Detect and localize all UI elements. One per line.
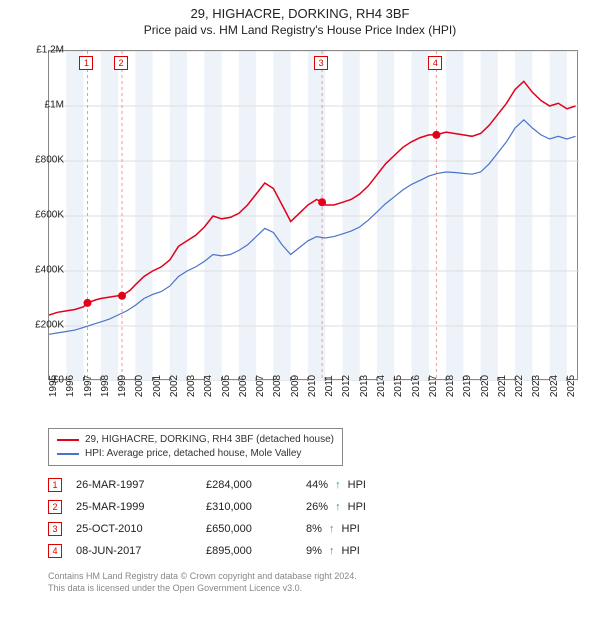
- up-arrow-icon: ↑: [335, 501, 341, 513]
- x-axis-tick-label: 1996: [65, 375, 76, 397]
- x-axis-tick-label: 2003: [186, 375, 197, 397]
- x-axis-tick-label: 2002: [169, 375, 180, 397]
- event-price: £650,000: [206, 523, 306, 535]
- event-date: 26-MAR-1997: [76, 479, 206, 491]
- x-axis-tick-label: 2015: [393, 375, 404, 397]
- x-axis-tick-label: 2017: [428, 375, 439, 397]
- event-date: 08-JUN-2017: [76, 545, 206, 557]
- y-axis-tick-label: £1.2M: [20, 45, 64, 56]
- x-axis-tick-label: 2005: [221, 375, 232, 397]
- event-marker: 3: [48, 522, 62, 536]
- up-arrow-icon: ↑: [329, 545, 335, 557]
- event-date: 25-MAR-1999: [76, 501, 206, 513]
- x-axis-tick-label: 2007: [255, 375, 266, 397]
- legend-swatch: [57, 453, 79, 455]
- event-tag: HPI: [348, 501, 366, 513]
- y-axis-tick-label: £1M: [20, 100, 64, 111]
- event-row: 2 25-MAR-1999£310,00026% ↑ HPI: [48, 496, 386, 518]
- x-axis-tick-label: 2024: [549, 375, 560, 397]
- x-axis-tick-label: 2009: [290, 375, 301, 397]
- x-axis-tick-label: 2001: [152, 375, 163, 397]
- footer-line1: Contains HM Land Registry data © Crown c…: [48, 570, 357, 582]
- x-axis-tick-label: 2010: [307, 375, 318, 397]
- y-axis-tick-label: £800K: [20, 155, 64, 166]
- x-axis-tick-label: 2011: [324, 375, 335, 397]
- chart-event-marker: 2: [114, 56, 128, 70]
- event-marker: 4: [48, 544, 62, 558]
- legend-item: HPI: Average price, detached house, Mole…: [57, 447, 334, 461]
- event-tag: HPI: [342, 523, 360, 535]
- up-arrow-icon: ↑: [335, 479, 341, 491]
- event-pct: 26% ↑ HPI: [306, 501, 386, 513]
- x-axis-tick-label: 2004: [203, 375, 214, 397]
- chart-title-block: 29, HIGHACRE, DORKING, RH4 3BF Price pai…: [0, 0, 600, 39]
- x-axis-tick-label: 2021: [497, 375, 508, 397]
- x-axis-tick-label: 2014: [376, 375, 387, 397]
- x-axis-tick-label: 2019: [462, 375, 473, 397]
- x-axis-tick-label: 2023: [531, 375, 542, 397]
- chart-event-marker: 4: [428, 56, 442, 70]
- footer-line2: This data is licensed under the Open Gov…: [48, 582, 357, 594]
- event-row: 4 08-JUN-2017£895,0009% ↑ HPI: [48, 540, 386, 562]
- event-price: £310,000: [206, 501, 306, 513]
- legend-swatch: [57, 439, 79, 441]
- event-row: 3 25-OCT-2010£650,0008% ↑ HPI: [48, 518, 386, 540]
- event-pct: 44% ↑ HPI: [306, 479, 386, 491]
- x-axis-tick-label: 1997: [83, 375, 94, 397]
- event-date: 25-OCT-2010: [76, 523, 206, 535]
- events-table: 1 26-MAR-1997£284,00044% ↑ HPI 2 25-MAR-199…: [48, 474, 386, 562]
- x-axis-tick-label: 1999: [117, 375, 128, 397]
- x-axis-tick-label: 2018: [445, 375, 456, 397]
- x-axis-tick-label: 2012: [341, 375, 352, 397]
- up-arrow-icon: ↑: [329, 523, 335, 535]
- y-axis-tick-label: £600K: [20, 210, 64, 221]
- x-axis-tick-label: 2020: [480, 375, 491, 397]
- chart-plot-area: [48, 50, 578, 380]
- footer-attribution: Contains HM Land Registry data © Crown c…: [48, 570, 357, 594]
- chart-event-marker: 1: [79, 56, 93, 70]
- x-axis-tick-label: 1998: [100, 375, 111, 397]
- x-axis-tick-label: 2022: [514, 375, 525, 397]
- x-axis-tick-label: 1995: [48, 375, 59, 397]
- event-price: £284,000: [206, 479, 306, 491]
- event-tag: HPI: [348, 479, 366, 491]
- event-marker: 1: [48, 478, 62, 492]
- y-axis-tick-label: £400K: [20, 265, 64, 276]
- chart-title-main: 29, HIGHACRE, DORKING, RH4 3BF: [0, 6, 600, 21]
- event-tag: HPI: [342, 545, 360, 557]
- x-axis-tick-label: 2025: [566, 375, 577, 397]
- legend-label: 29, HIGHACRE, DORKING, RH4 3BF (detached…: [85, 433, 334, 447]
- event-pct: 8% ↑ HPI: [306, 523, 386, 535]
- event-pct: 9% ↑ HPI: [306, 545, 386, 557]
- chart-svg: [49, 51, 579, 381]
- legend-item: 29, HIGHACRE, DORKING, RH4 3BF (detached…: [57, 433, 334, 447]
- x-axis-tick-label: 2013: [359, 375, 370, 397]
- x-axis-tick-label: 2016: [411, 375, 422, 397]
- legend-label: HPI: Average price, detached house, Mole…: [85, 447, 301, 461]
- event-marker: 2: [48, 500, 62, 514]
- y-axis-tick-label: £200K: [20, 320, 64, 331]
- x-axis-tick-label: 2006: [238, 375, 249, 397]
- chart-event-marker: 3: [314, 56, 328, 70]
- x-axis-tick-label: 2000: [134, 375, 145, 397]
- event-row: 1 26-MAR-1997£284,00044% ↑ HPI: [48, 474, 386, 496]
- x-axis-tick-label: 2008: [272, 375, 283, 397]
- legend: 29, HIGHACRE, DORKING, RH4 3BF (detached…: [48, 428, 343, 466]
- event-price: £895,000: [206, 545, 306, 557]
- chart-title-sub: Price paid vs. HM Land Registry's House …: [0, 23, 600, 37]
